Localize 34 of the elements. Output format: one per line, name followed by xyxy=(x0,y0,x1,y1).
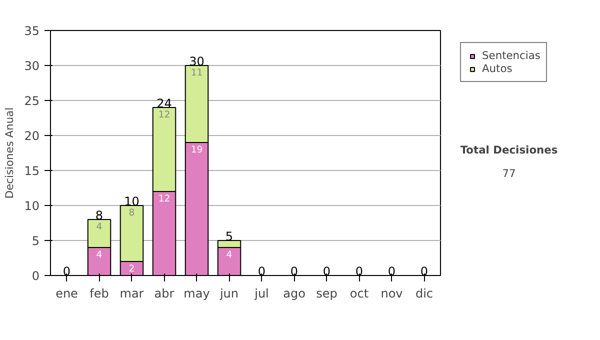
text: Total Decisiones xyxy=(460,143,558,156)
x-tick-label: nov xyxy=(380,286,403,300)
data-label: 2 xyxy=(128,264,135,274)
x-tick-label: sep xyxy=(316,286,338,300)
x-tick-label: ene xyxy=(56,286,78,300)
y-tick-label: 20 xyxy=(24,129,40,143)
y-tick-label: 15 xyxy=(24,164,40,178)
y-axis-title: Decisiones Anual xyxy=(3,107,16,199)
data-label: 4 xyxy=(96,250,102,260)
y-tick-label: 30 xyxy=(24,59,40,73)
y-tick-label: 35 xyxy=(24,24,40,38)
data-label: 11 xyxy=(190,68,203,78)
data-label: 12 xyxy=(158,194,170,204)
x-tick-label: oct xyxy=(350,286,369,300)
data-label: 19 xyxy=(190,144,203,156)
y-tick-label: 0 xyxy=(32,269,40,283)
legend-label: Sentencias xyxy=(482,49,540,62)
data-label: 4 xyxy=(96,222,102,232)
y-tick-label: 10 xyxy=(24,199,40,213)
data-label: 8 xyxy=(128,208,135,218)
x-tick-label: may xyxy=(184,286,210,300)
text: 77 xyxy=(502,167,516,180)
x-tick-label: mar xyxy=(120,286,144,300)
x-tick-label: abr xyxy=(154,286,174,300)
x-tick-label: jul xyxy=(254,286,269,300)
data-label: 4 xyxy=(226,250,232,260)
y-tick-label: 5 xyxy=(32,234,40,248)
x-tick-label: ago xyxy=(283,286,306,300)
y-tick-label: 25 xyxy=(24,94,40,108)
x-tick-label: dic xyxy=(415,286,434,300)
x-tick-label: jun xyxy=(218,286,239,300)
legend-label: Autos xyxy=(482,62,512,75)
data-label: 12 xyxy=(158,110,170,120)
x-tick-label: feb xyxy=(90,286,109,300)
